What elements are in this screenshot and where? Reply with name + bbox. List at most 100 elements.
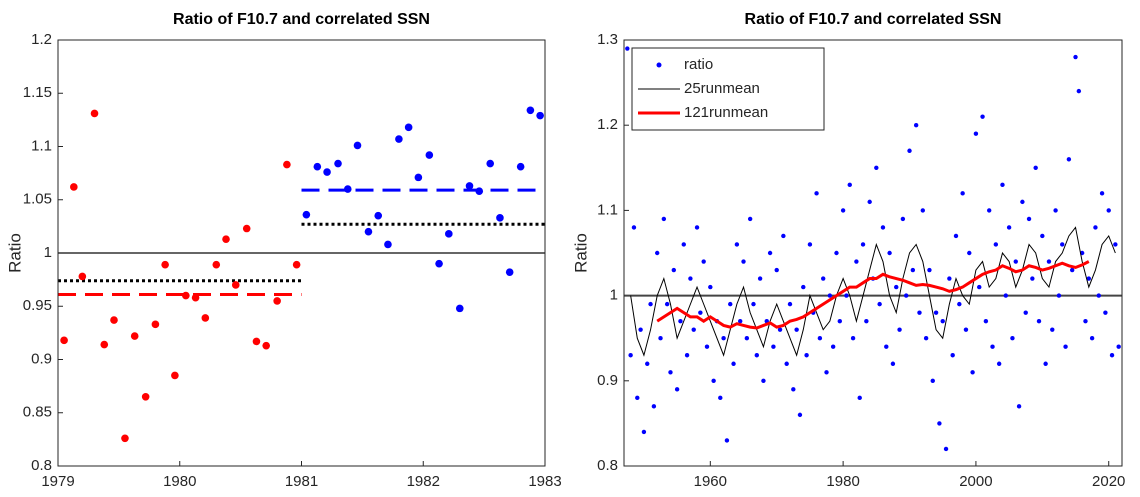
point — [445, 230, 453, 238]
point — [718, 395, 723, 401]
point — [625, 46, 630, 51]
point — [1103, 310, 1108, 315]
point — [343, 185, 352, 193]
point — [960, 191, 965, 196]
point — [1060, 242, 1065, 247]
point — [771, 344, 776, 349]
point — [787, 301, 793, 307]
chart-title: Ratio of F10.7 and correlated SSN — [745, 11, 1002, 28]
point — [90, 109, 99, 118]
y-tick-label: 1.1 — [597, 201, 618, 218]
point — [734, 242, 740, 247]
point — [744, 336, 750, 341]
x-tick-label: 1982 — [407, 473, 440, 490]
point — [887, 250, 892, 256]
x-tick-label: 1980 — [826, 473, 859, 490]
point — [880, 225, 886, 230]
point — [273, 297, 281, 305]
point — [1006, 225, 1012, 230]
point — [711, 378, 716, 383]
point — [681, 242, 686, 247]
point — [738, 318, 743, 324]
y-tick-label: 1.3 — [597, 31, 618, 48]
point — [414, 173, 423, 182]
point — [628, 353, 633, 358]
y-tick-label: 0.95 — [23, 297, 52, 314]
point — [844, 293, 849, 298]
y-tick-label: 1 — [610, 287, 618, 304]
point — [990, 344, 995, 349]
point — [526, 106, 535, 115]
point — [894, 284, 899, 290]
point — [943, 446, 949, 452]
point — [834, 250, 839, 256]
point — [917, 310, 922, 315]
point — [821, 276, 826, 281]
point — [830, 344, 836, 349]
point — [505, 268, 514, 276]
y-tick-label: 0.85 — [23, 404, 52, 421]
point — [151, 320, 160, 329]
point — [784, 361, 789, 366]
point — [900, 216, 906, 222]
x-tick-label: 1981 — [285, 473, 318, 490]
point — [536, 111, 544, 120]
point — [850, 336, 856, 341]
y-tick-label: 0.8 — [31, 457, 52, 474]
point — [648, 301, 653, 307]
point — [1116, 344, 1121, 349]
point — [1023, 310, 1028, 315]
point — [884, 344, 889, 349]
point — [212, 260, 221, 269]
axes-box — [57, 39, 546, 467]
legend-label: ratio — [684, 56, 713, 73]
point — [1033, 165, 1038, 170]
point — [864, 318, 869, 324]
point — [860, 242, 866, 247]
point — [987, 208, 992, 213]
y-axis-label: Ratio — [5, 233, 24, 273]
point — [757, 276, 763, 281]
point — [655, 250, 660, 256]
point — [651, 404, 657, 409]
point — [877, 301, 882, 307]
point — [837, 318, 842, 324]
point — [1096, 293, 1101, 298]
point — [817, 336, 823, 341]
point — [645, 361, 650, 366]
point — [761, 378, 766, 383]
point — [874, 165, 879, 170]
point — [691, 327, 696, 332]
point — [161, 260, 169, 269]
point — [130, 332, 139, 340]
point — [897, 327, 902, 332]
point — [110, 316, 118, 324]
point — [222, 235, 230, 243]
point — [953, 233, 959, 239]
panel: Ratio of F10.7 and correlated SSN Ratio 19… — [5, 11, 561, 490]
x-tick-label: 1979 — [41, 473, 74, 490]
point — [334, 159, 342, 168]
x-tick-label: 2000 — [959, 473, 992, 490]
point — [475, 187, 484, 196]
point — [777, 327, 783, 332]
line — [656, 260, 1090, 330]
point — [890, 361, 896, 366]
point — [684, 353, 690, 358]
point — [182, 291, 190, 300]
point — [721, 336, 726, 341]
point — [1063, 344, 1068, 349]
point — [827, 293, 833, 298]
legend-label: 25runmean — [684, 80, 760, 97]
point — [983, 318, 989, 324]
point — [940, 318, 945, 324]
point — [302, 210, 311, 219]
point — [641, 429, 647, 435]
point — [970, 370, 975, 375]
point — [404, 123, 413, 132]
point — [923, 336, 929, 341]
legend-swatch — [656, 62, 662, 68]
point — [781, 233, 786, 239]
point — [910, 267, 916, 273]
point — [1003, 293, 1008, 298]
